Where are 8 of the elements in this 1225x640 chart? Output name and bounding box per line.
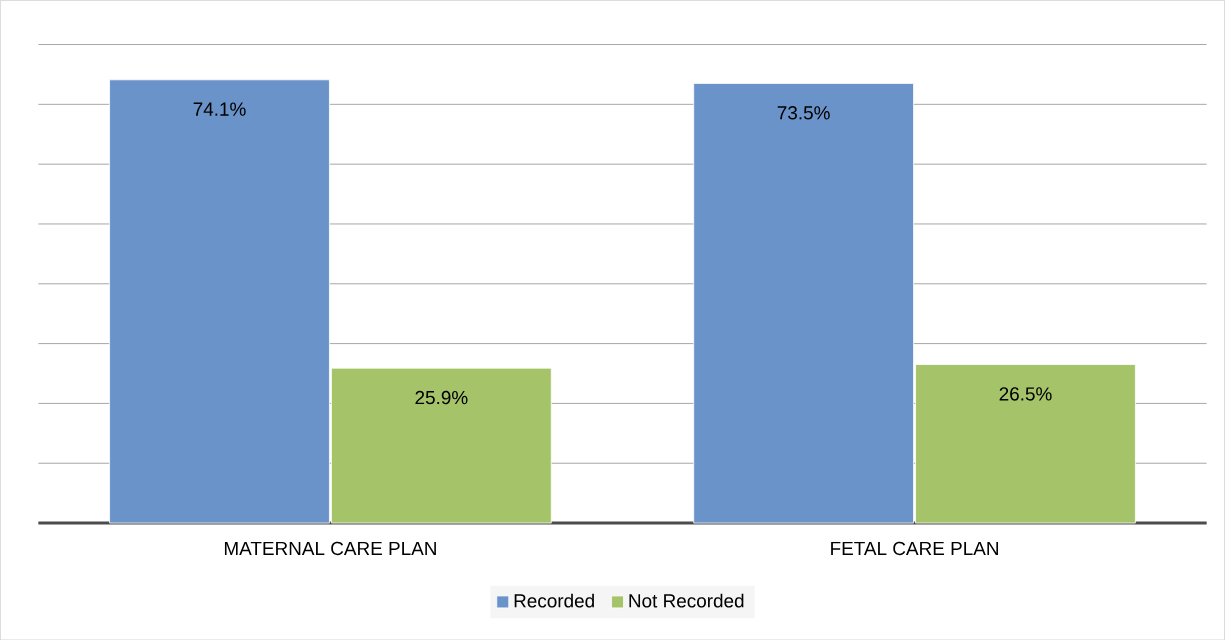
legend-label: Recorded bbox=[514, 593, 594, 608]
data-label: 74.1% bbox=[193, 102, 246, 116]
x-tick-label: MATERNAL CARE PLAN bbox=[224, 541, 436, 555]
data-label: 26.5% bbox=[999, 387, 1052, 401]
data-label: 73.5% bbox=[777, 105, 830, 120]
x-tick-label: FETAL CARE PLAN bbox=[831, 541, 998, 555]
data-label: 25.9% bbox=[415, 390, 468, 405]
legend-label: Not Recorded bbox=[629, 593, 744, 608]
